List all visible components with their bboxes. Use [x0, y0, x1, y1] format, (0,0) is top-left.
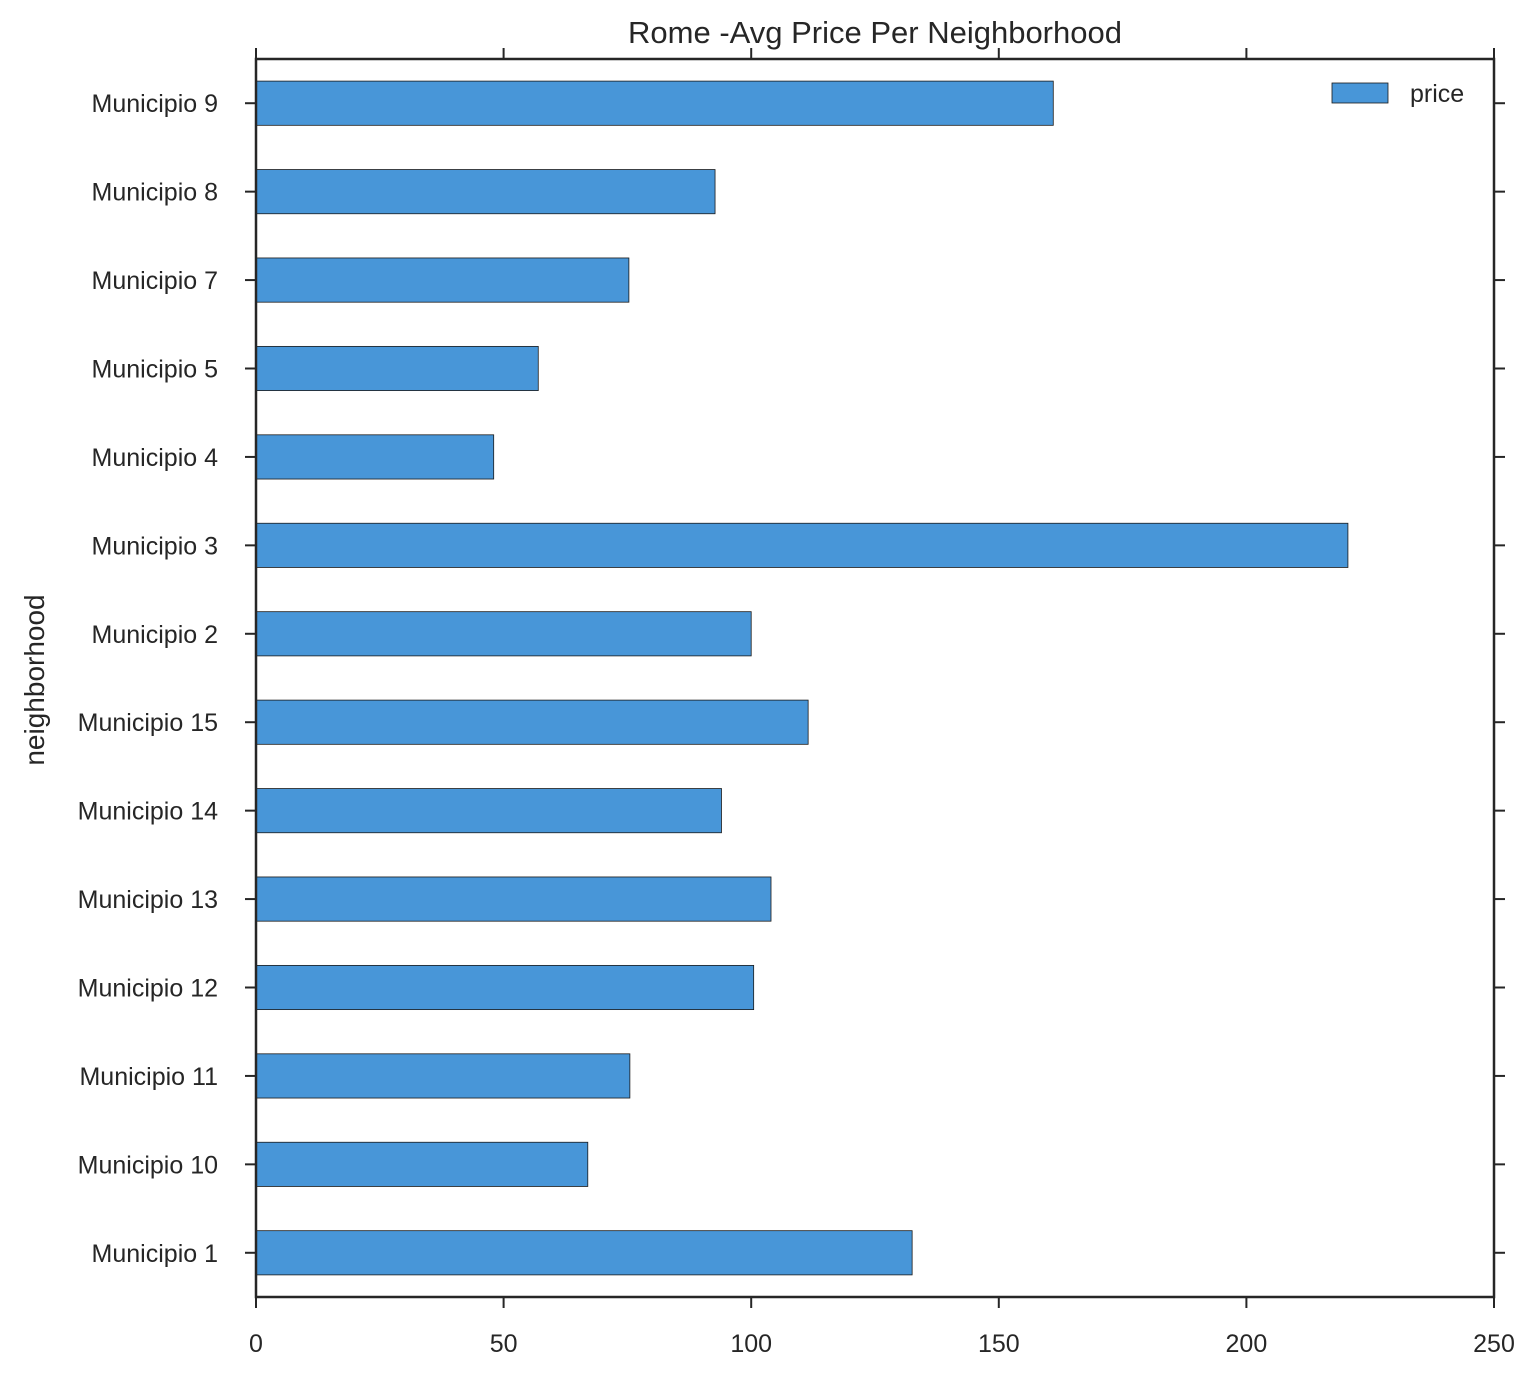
bar-municipio-5 [255, 345, 539, 392]
bar-municipio-3 [255, 522, 1349, 568]
y-tick-label: Municipio 15 [78, 709, 218, 737]
y-tick-label: Municipio 11 [79, 1063, 218, 1091]
y-tick-label: Municipio 5 [92, 356, 218, 384]
x-tick-label: 150 [978, 1330, 1020, 1358]
ticks-layer: Municipio 1 Municipio 10 Municipio 11 Munic… [78, 48, 1515, 1358]
bars-layer [255, 80, 1349, 1276]
y-tick-label: Municipio 10 [78, 1151, 218, 1179]
bar-municipio-4 [255, 434, 495, 480]
bar-municipio-8 [255, 169, 716, 215]
chart-title: Rome -Avg Price Per Neighborhood [628, 15, 1122, 50]
y-tick-label: Municipio 14 [78, 798, 218, 826]
bar-municipio-1 [255, 1230, 913, 1276]
y-axis-title: neighborhood [19, 594, 50, 765]
y-tick-label: Municipio 7 [92, 267, 218, 295]
bar-municipio-14 [255, 788, 722, 834]
plot-frame [254, 57, 1496, 1299]
bar-municipio-9 [255, 80, 1054, 126]
bar-municipio-12 [255, 964, 755, 1011]
y-tick-label: Municipio 4 [92, 444, 219, 472]
legend-label-price: price [1410, 80, 1464, 108]
y-tick-label: Municipio 3 [92, 532, 218, 560]
bar-municipio-15 [255, 699, 809, 745]
bar-municipio-10 [255, 1141, 589, 1187]
x-tick-label: 50 [490, 1330, 518, 1358]
y-tick-label: Municipio 1 [92, 1240, 218, 1268]
x-tick-label: 100 [730, 1330, 772, 1358]
y-tick-label: Municipio 9 [92, 90, 218, 118]
bar-municipio-13 [255, 876, 772, 922]
x-tick-label: 200 [1226, 1330, 1268, 1358]
bar-municipio-11 [255, 1053, 631, 1099]
y-tick-label: Municipio 8 [92, 179, 218, 207]
x-tick-label: 250 [1473, 1330, 1515, 1358]
legend-swatch-price [1331, 82, 1389, 104]
legend: price [1331, 80, 1464, 108]
y-tick-label: Municipio 13 [78, 886, 218, 914]
x-tick-label: 0 [249, 1330, 263, 1358]
bar-municipio-7 [255, 257, 630, 303]
y-tick-label: Municipio 2 [92, 621, 218, 649]
y-tick-label: Municipio 12 [78, 975, 218, 1003]
bar-municipio-2 [255, 611, 752, 657]
